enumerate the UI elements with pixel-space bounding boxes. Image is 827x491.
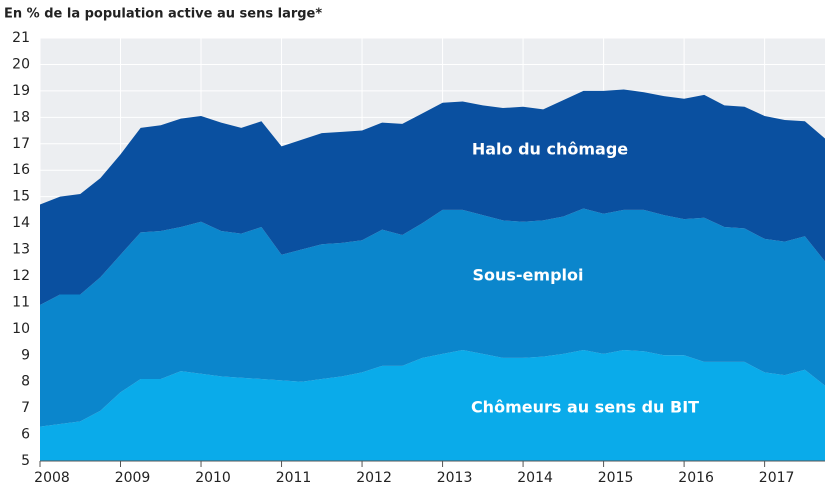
x-tick-label: 2015 <box>598 470 634 486</box>
x-tick-label: 2009 <box>115 470 151 486</box>
y-tick-label: 19 <box>12 83 30 99</box>
y-tick-label: 20 <box>12 56 30 72</box>
series-label: Sous-emploi <box>472 266 583 285</box>
chart-title: En % de la population active au sens lar… <box>4 7 322 22</box>
x-tick-label: 2012 <box>356 470 392 486</box>
y-tick-label: 12 <box>12 268 30 284</box>
y-tick-label: 5 <box>21 453 30 469</box>
x-tick-label: 2017 <box>759 470 795 486</box>
x-tick-label: 2014 <box>517 470 553 486</box>
series-label: Halo du chômage <box>472 140 628 159</box>
y-tick-label: 14 <box>12 215 30 231</box>
y-tick-label: 15 <box>12 189 30 205</box>
area <box>40 349 825 461</box>
y-tick-label: 17 <box>12 136 30 152</box>
area <box>40 89 825 306</box>
series-label: Chômeurs au sens du BIT <box>471 398 699 417</box>
x-tick-label: 2016 <box>678 470 714 486</box>
area <box>40 208 825 427</box>
x-tick-label: 2008 <box>34 470 70 486</box>
y-tick-label: 16 <box>12 162 30 178</box>
y-tick-label: 13 <box>12 242 30 258</box>
x-tick-label: 2010 <box>195 470 231 486</box>
x-tick-label: 2011 <box>276 470 312 486</box>
y-tick-label: 18 <box>12 109 30 125</box>
y-tick-label: 11 <box>12 294 30 310</box>
y-tick-label: 10 <box>12 321 30 337</box>
y-tick-label: 9 <box>21 347 30 363</box>
y-tick-label: 21 <box>12 30 30 46</box>
y-tick-label: 8 <box>21 374 30 390</box>
y-tick-label: 6 <box>21 427 30 443</box>
x-tick-label: 2013 <box>437 470 473 486</box>
y-tick-label: 7 <box>21 400 30 416</box>
